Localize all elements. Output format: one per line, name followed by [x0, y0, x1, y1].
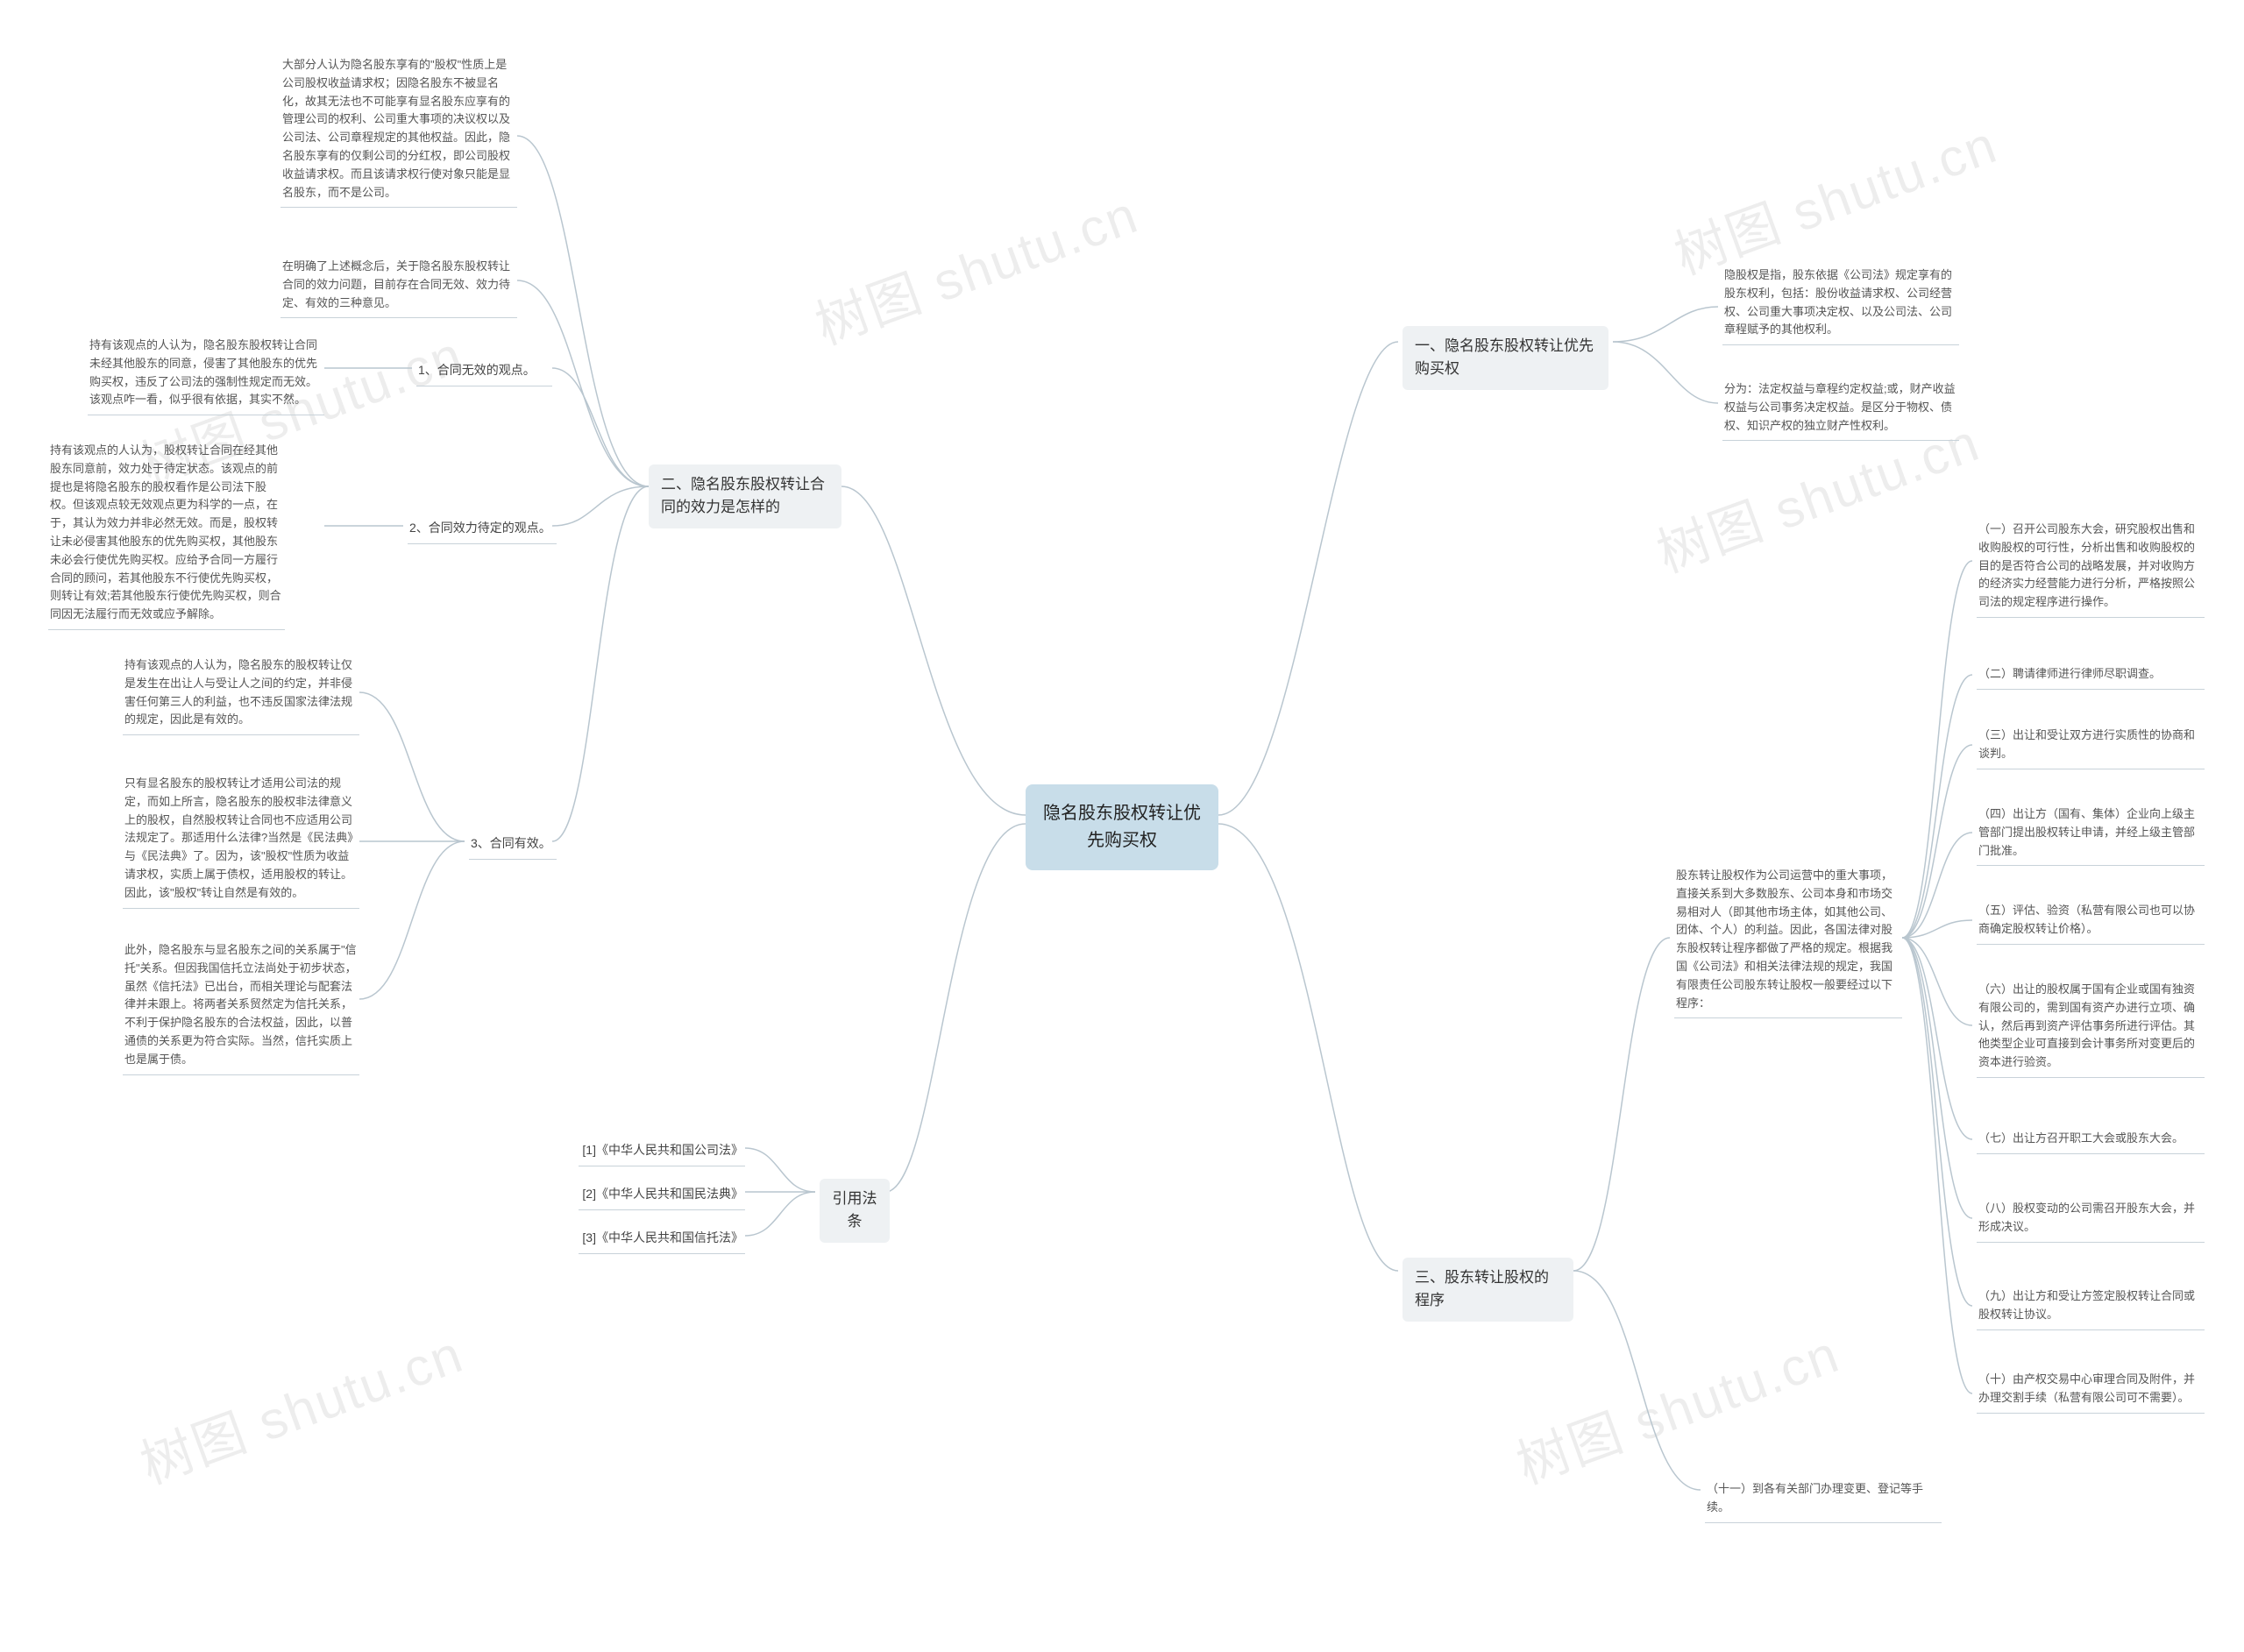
- b3-step-7: （七）出让方召开职工大会或股东大会。: [1977, 1126, 2205, 1154]
- ref-3: [3]《中华人民共和国信托法》: [579, 1225, 745, 1254]
- b3-step-2: （二）聘请律师进行律师尽职调查。: [1977, 662, 2205, 690]
- b1-child-2: 分为：法定权益与章程约定权益;或，财产收益权益与公司事务决定权益。是区分于物权、…: [1722, 377, 1959, 441]
- branch-1: 一、隐名股东股权转让优先购买权: [1402, 326, 1608, 390]
- b2-opt-1-text: 持有该观点的人认为，隐名股东股权转让合同未经其他股东的同意，侵害了其他股东的优先…: [88, 333, 324, 415]
- branch-3: 三、股东转让股权的程序: [1402, 1258, 1573, 1322]
- branch-2: 二、隐名股东股权转让合同的效力是怎样的: [649, 464, 842, 528]
- root-node: 隐名股东股权转让优先购买权: [1026, 784, 1218, 870]
- watermark: 树图 shutu.cn: [129, 1312, 472, 1500]
- branch-refs: 引用法条: [820, 1179, 890, 1243]
- b2-intro-1: 大部分人认为隐名股东享有的"股权"性质上是公司股权收益请求权；因隐名股东不被显名…: [280, 53, 517, 208]
- b3-step-6: （六）出让的股权属于国有企业或国有独资有限公司的，需到国有资产办进行立项、确认，…: [1977, 977, 2205, 1078]
- b2-opt-3-label: 3、合同有效。: [469, 831, 557, 860]
- b2-opt-2-label: 2、合同效力待定的观点。: [408, 515, 557, 544]
- b2-intro-2: 在明确了上述概念后，关于隐名股东股权转让合同的效力问题，目前存在合同无效、效力待…: [280, 254, 517, 318]
- b3-step-4: （四）出让方（国有、集体）企业向上级主管部门提出股权转让申请，并经上级主管部门批…: [1977, 802, 2205, 866]
- b3-step-3: （三）出让和受让双方进行实质性的协商和谈判。: [1977, 723, 2205, 769]
- b3-step-9: （九）出让方和受让方签定股权转让合同或股权转让协议。: [1977, 1284, 2205, 1330]
- b2-opt-3-t3: 此外，隐名股东与显名股东之间的关系属于"信托"关系。但因我国信托立法尚处于初步状…: [123, 938, 359, 1075]
- b3-step-8: （八）股权变动的公司需召开股东大会，并形成决议。: [1977, 1196, 2205, 1243]
- b3-step-10: （十）由产权交易中心审理合同及附件，并办理交割手续（私营有限公司可不需要）。: [1977, 1367, 2205, 1414]
- b3-step-5: （五）评估、验资（私营有限公司也可以协商确定股权转让价格）。: [1977, 898, 2205, 945]
- watermark: 树图 shutu.cn: [1663, 103, 2006, 290]
- b2-opt-3-t2: 只有显名股东的股权转让才适用公司法的规定，而如上所言，隐名股东的股权非法律意义上…: [123, 771, 359, 909]
- b1-child-1: 隐股权是指，股东依据《公司法》规定享有的股东权利，包括：股份收益请求权、公司经营…: [1722, 263, 1959, 345]
- watermark: 树图 shutu.cn: [804, 173, 1147, 360]
- b3-step-11: （十一）到各有关部门办理变更、登记等手续。: [1705, 1477, 1942, 1523]
- watermark: 树图 shutu.cn: [1505, 1312, 1849, 1500]
- b2-opt-1-label: 1、合同无效的观点。: [416, 358, 552, 386]
- b2-opt-3-t1: 持有该观点的人认为，隐名股东的股权转让仅是发生在出让人与受让人之间的约定，并非侵…: [123, 653, 359, 735]
- ref-1: [1]《中华人民共和国公司法》: [579, 1138, 745, 1166]
- b3-intro: 股东转让股权作为公司运营中的重大事项，直接关系到大多数股东、公司本身和市场交易相…: [1674, 863, 1902, 1018]
- ref-2: [2]《中华人民共和国民法典》: [579, 1181, 745, 1210]
- b2-opt-2-text: 持有该观点的人认为，股权转让合同在经其他股东同意前，效力处于待定状态。该观点的前…: [48, 438, 285, 630]
- b3-step-1: （一）召开公司股东大会，研究股权出售和收购股权的可行性，分析出售和收购股权的目的…: [1977, 517, 2205, 618]
